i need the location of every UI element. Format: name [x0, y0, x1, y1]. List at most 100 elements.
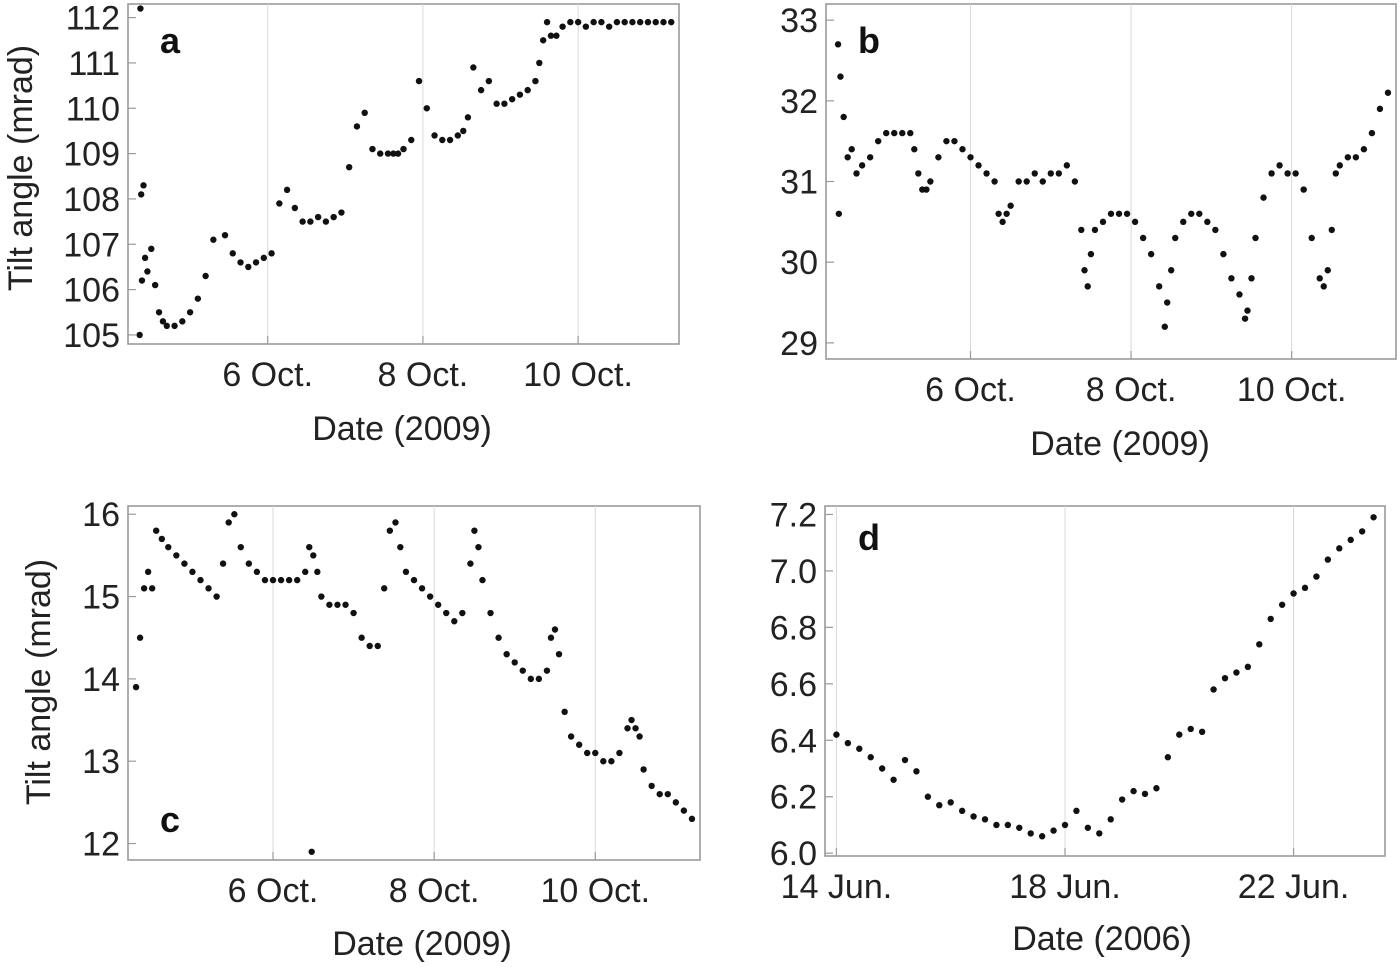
panel-b-data-point — [1236, 291, 1243, 298]
panel-b-data-point — [1078, 226, 1085, 234]
panel-a-data-point — [138, 277, 146, 284]
panel-b-data-point — [1284, 170, 1291, 177]
panel-b-data-point — [883, 129, 890, 137]
panel-a-data-point — [151, 281, 159, 289]
panel-d-data-point — [1370, 514, 1377, 521]
panel-a-data-point — [144, 268, 151, 275]
panel-d-data-point — [867, 754, 874, 761]
panel-d-xlabel: Date (2006) — [1012, 920, 1192, 958]
panel-c-data-point — [285, 576, 293, 584]
panel-b-data-point — [1252, 234, 1259, 242]
panel-c-data-point — [547, 634, 555, 641]
panel-a-data-point — [464, 114, 472, 121]
panel-c-data-point — [197, 576, 204, 584]
panel-a-data-point — [567, 18, 574, 26]
panel-b-data-point — [923, 186, 930, 193]
panel-c-frame — [127, 505, 701, 861]
panel-d-y-tick-label: 6.0 — [770, 835, 817, 873]
panel-a-data-point — [155, 309, 163, 316]
panel-d-y-ticks: 6.0 6.2 6.4 6.6 6.8 7.0 7.2 — [770, 496, 833, 873]
panel-c-letter: c — [160, 799, 180, 840]
panel-a-data-point — [314, 213, 322, 221]
panel-b-data-point — [835, 210, 843, 217]
panel-b-y-tick-label: 32 — [780, 83, 818, 121]
panel-b-data-point — [840, 113, 847, 121]
panel-c-data-point — [426, 593, 434, 600]
panel-c-data-point — [350, 609, 357, 617]
panel-a-data-point — [237, 259, 244, 266]
panel-c-data-point — [459, 609, 466, 617]
panel-b-xlabel: Date (2009) — [1030, 425, 1210, 463]
panel-a-data-point — [454, 132, 462, 139]
panel-c-data-point — [402, 568, 410, 576]
panel-b-letter: b — [858, 20, 880, 61]
panel-a-data-point — [159, 318, 167, 325]
panel-b-data-point — [1084, 283, 1091, 290]
panel-a-y-tick-label: 111 — [68, 45, 120, 83]
panel-c-data-point — [418, 585, 426, 592]
panel-d-data-point — [1096, 830, 1103, 837]
panel-c-data-point — [231, 511, 238, 518]
panel-a-data-point — [384, 150, 392, 157]
panel-a-data-point — [543, 18, 551, 26]
panel-c-data-point — [608, 758, 615, 765]
panel-c-data-point — [434, 601, 442, 608]
panel-a-data-point — [338, 209, 345, 216]
panel-d-data-point — [913, 768, 920, 775]
panel-a-data-point — [361, 109, 368, 117]
panel-a-y-tick-label: 105 — [63, 317, 120, 355]
panel-a-data-point — [377, 150, 384, 157]
panel-a-data-point — [477, 86, 485, 94]
panel-a-data-point — [660, 18, 667, 26]
panel-a-data-point — [524, 86, 531, 94]
panel-c-data-point — [237, 543, 244, 551]
panel-a-data-point — [136, 331, 143, 339]
panel-b-frame — [825, 3, 1397, 360]
panel-c-data-point — [245, 560, 253, 567]
panel-c-data-point — [358, 634, 365, 641]
panel-b-data-point — [1276, 162, 1283, 169]
panel-a-data-point — [460, 127, 467, 135]
panel-b-data-point — [1320, 283, 1327, 290]
panel-c-data-point — [584, 749, 591, 757]
panel-b-data-point — [1087, 250, 1095, 258]
panel-d-x-ticks: 14 Jun. 18 Jun. 22 Jun. — [781, 848, 1349, 906]
panel-a-xlabel: Date (2009) — [312, 410, 492, 448]
panel-b-data-point — [1376, 105, 1384, 113]
panel-c-data-point — [519, 667, 526, 674]
panel-c-data-point — [543, 667, 551, 674]
panel-b-data-point — [967, 154, 974, 161]
panel-d-data-point — [1164, 754, 1172, 761]
panel-b-data-point — [1107, 210, 1115, 217]
panel-c-y-tick-label: 16 — [82, 496, 120, 534]
panel-c-data-point — [487, 609, 494, 617]
panel-c-data-point — [503, 650, 510, 658]
panel-b-data-point — [1155, 283, 1163, 290]
panel-a-data-point — [202, 272, 209, 280]
panel-a-data-point — [516, 91, 524, 98]
panel-a-data-point — [163, 322, 171, 330]
panel-c-data-point — [535, 675, 543, 683]
panel-b-data-point — [837, 73, 844, 80]
panel-c-data-point — [213, 593, 220, 600]
panel-c-data-point — [680, 807, 688, 814]
panel-b-x-tick-label: 8 Oct. — [1086, 371, 1177, 409]
panel-a-data-point — [299, 218, 306, 225]
panel-c-y-tick-label: 12 — [82, 826, 120, 864]
panel-b-data-point — [927, 178, 934, 185]
panel-d-data-point — [878, 765, 886, 772]
panel-b-data-point — [1188, 210, 1195, 217]
panel-a-y-tick-label: 108 — [63, 181, 120, 219]
panel-d-data-point — [958, 807, 966, 815]
panel-c-data-point — [600, 758, 607, 765]
panel-a-data-point — [276, 200, 283, 207]
panel-b-grid — [970, 4, 1293, 359]
panel-d-data-point — [1038, 833, 1046, 840]
panel-c-data-point — [326, 601, 333, 608]
panel-c-data-point — [471, 527, 478, 534]
panel-b-data-point — [1023, 178, 1030, 185]
panel-c-xlabel: Date (2009) — [332, 925, 512, 963]
panel-d-data-point — [1004, 821, 1012, 829]
panel-a-data-point — [186, 309, 194, 316]
panel-d-data-point — [981, 816, 989, 823]
